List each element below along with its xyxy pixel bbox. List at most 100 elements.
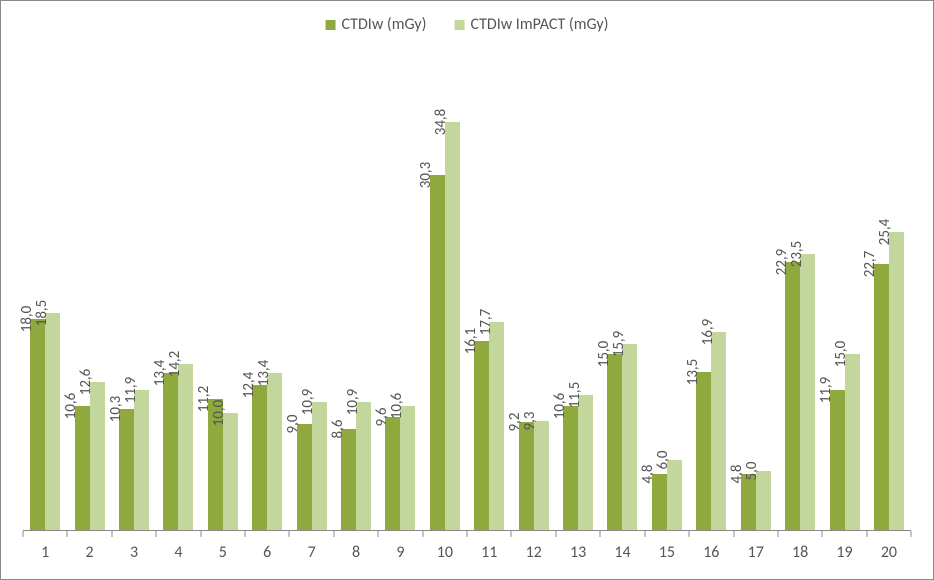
bar-series0: 13,4 <box>163 373 178 530</box>
tick-mark <box>777 531 778 537</box>
bar-series0: 9,2 <box>519 422 534 530</box>
bar-series0: 10,6 <box>563 406 578 530</box>
bar-group: 9,010,9 <box>289 61 333 530</box>
x-label: 11 <box>481 543 497 562</box>
bar-group: 8,610,9 <box>334 61 378 530</box>
x-label: 7 <box>308 543 316 562</box>
bar-series1: 34,8 <box>445 122 460 530</box>
bar-label: 25,4 <box>876 219 896 246</box>
x-label: 12 <box>526 543 542 562</box>
bar-label: 11,9 <box>817 377 837 404</box>
tick-mark <box>245 531 246 537</box>
bar-group: 13,516,9 <box>689 61 733 530</box>
tick-mark <box>467 531 468 537</box>
legend-item-0: CTDIw (mGy) <box>326 15 427 34</box>
bar-label: 18,5 <box>33 300 53 327</box>
x-tick-slot: 7 <box>289 531 333 579</box>
tick-mark <box>422 531 423 537</box>
tick-mark <box>733 531 734 537</box>
bar-label: 30,3 <box>417 161 437 188</box>
bar-label: 10,6 <box>388 392 408 419</box>
bar-label: 11,5 <box>566 382 586 409</box>
legend: CTDIw (mGy) CTDIw ImPACT (mGy) <box>326 15 609 34</box>
bar-series1: 9,3 <box>534 421 549 530</box>
tick-mark <box>378 531 379 537</box>
x-tick-slot: 6 <box>245 531 289 579</box>
bars-region: 18,018,510,612,610,311,913,414,211,210,0… <box>23 61 911 530</box>
x-tick-slot: 2 <box>67 531 111 579</box>
x-label: 3 <box>130 543 138 562</box>
x-label: 18 <box>792 543 808 562</box>
x-tick-slot: 4 <box>156 531 200 579</box>
x-label: 14 <box>614 543 630 562</box>
tick-mark <box>822 531 823 537</box>
tick-mark <box>866 531 867 537</box>
bar-group: 10,611,5 <box>556 61 600 530</box>
x-tick-slot: 20 <box>867 531 911 579</box>
bar-label: 23,5 <box>788 241 808 268</box>
tick-mark <box>289 531 290 537</box>
bar-label: 9,3 <box>521 411 541 430</box>
x-tick-slot: 14 <box>600 531 644 579</box>
x-label: 5 <box>219 543 227 562</box>
bar-group: 12,413,4 <box>245 61 289 530</box>
bar-series0: 4,8 <box>741 474 756 530</box>
bar-label: 10,9 <box>344 389 364 416</box>
bar-series1: 25,4 <box>889 232 904 530</box>
tick-mark <box>67 531 68 537</box>
x-label: 2 <box>86 543 94 562</box>
legend-swatch-0 <box>326 20 336 30</box>
tick-mark <box>511 531 512 537</box>
bar-series1: 5,0 <box>756 471 771 530</box>
bar-series0: 4,8 <box>652 474 667 530</box>
bar-group: 10,311,9 <box>112 61 156 530</box>
bar-series0: 16,1 <box>474 341 489 530</box>
x-tick-slot: 1 <box>23 531 67 579</box>
x-label: 19 <box>836 543 852 562</box>
bar-label: 16,9 <box>699 319 719 346</box>
bar-series0: 10,3 <box>119 409 134 530</box>
x-label: 15 <box>659 543 675 562</box>
bar-label: 5,0 <box>743 462 763 481</box>
legend-label-0: CTDIw (mGy) <box>342 15 427 34</box>
bar-group: 22,923,5 <box>778 61 822 530</box>
tick-mark <box>644 531 645 537</box>
tick-mark <box>911 531 912 537</box>
bar-series1: 13,4 <box>267 373 282 530</box>
bar-group: 11,210,0 <box>201 61 245 530</box>
tick-mark <box>689 531 690 537</box>
tick-mark <box>600 531 601 537</box>
bar-series1: 15,0 <box>845 354 860 530</box>
bar-series0: 12,4 <box>252 385 267 530</box>
bar-group: 10,612,6 <box>67 61 111 530</box>
bar-series1: 17,7 <box>489 322 504 530</box>
tick-mark <box>555 531 556 537</box>
tick-mark <box>23 531 24 537</box>
tick-mark <box>156 531 157 537</box>
bar-series1: 10,9 <box>312 402 327 530</box>
x-tick-slot: 15 <box>645 531 689 579</box>
x-tick-slot: 17 <box>734 531 778 579</box>
x-label: 16 <box>703 543 719 562</box>
bar-label: 8,6 <box>329 420 349 439</box>
bar-series0: 11,9 <box>830 390 845 530</box>
bar-series1: 23,5 <box>800 254 815 530</box>
x-tick-slot: 11 <box>467 531 511 579</box>
bar-series1: 15,9 <box>622 344 637 530</box>
bar-series1: 14,2 <box>178 364 193 530</box>
bar-group: 9,610,6 <box>378 61 422 530</box>
legend-item-1: CTDIw ImPACT (mGy) <box>454 15 608 34</box>
tick-mark <box>111 531 112 537</box>
plot-area: 18,018,510,612,610,311,913,414,211,210,0… <box>23 61 911 531</box>
bar-series1: 10,9 <box>356 402 371 530</box>
bar-series1: 16,9 <box>711 332 726 530</box>
x-tick-slot: 5 <box>201 531 245 579</box>
bar-group: 15,015,9 <box>600 61 644 530</box>
x-label: 10 <box>437 543 453 562</box>
chart-container: CTDIw (mGy) CTDIw ImPACT (mGy) 18,018,51… <box>0 0 934 580</box>
bar-series0: 30,3 <box>430 175 445 530</box>
bar-series0: 8,6 <box>341 429 356 530</box>
bar-series0: 13,5 <box>696 372 711 530</box>
tick-mark <box>200 531 201 537</box>
x-axis: 1234567891011121314151617181920 <box>23 531 911 579</box>
